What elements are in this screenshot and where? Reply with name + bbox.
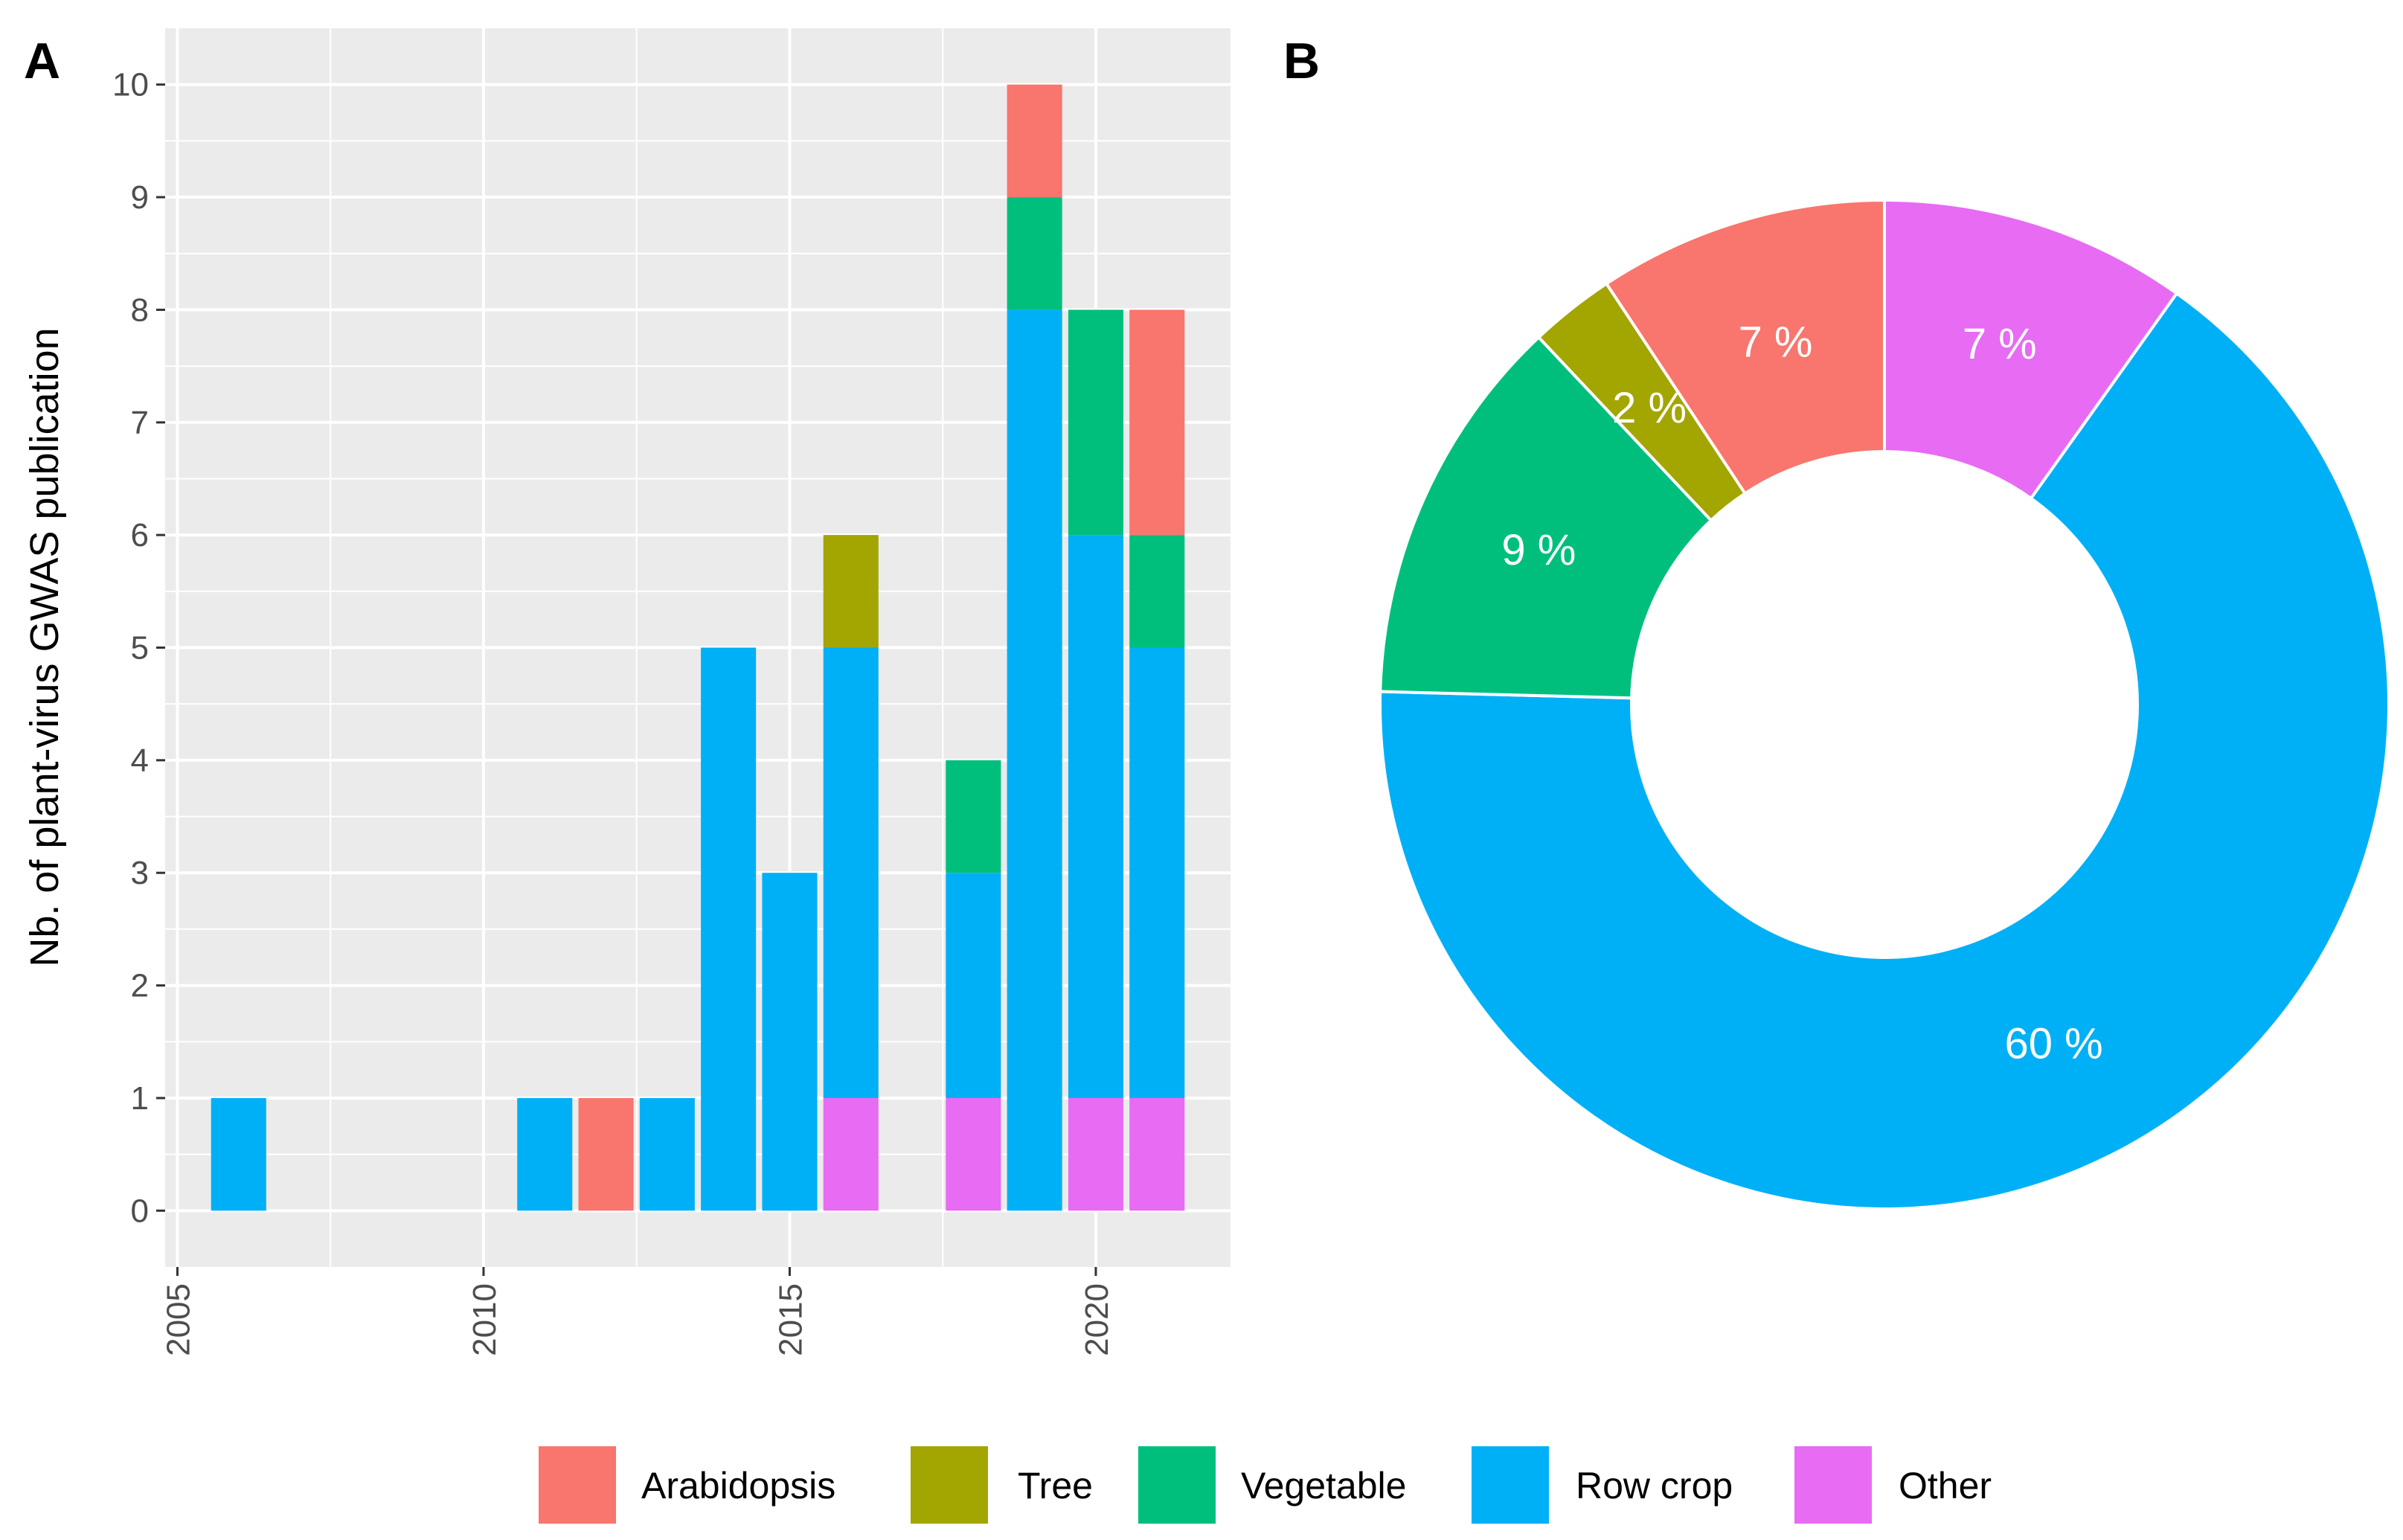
bar-segment-row-crop — [762, 873, 818, 1211]
bar-2014 — [701, 647, 757, 1211]
legend-swatch-tree — [911, 1446, 988, 1524]
bar-segment-tree — [823, 535, 879, 648]
y-tick-label: 2 — [131, 968, 149, 1004]
donut-slice-row-crop — [1379, 291, 2390, 1210]
x-tick-label: 2005 — [160, 1283, 196, 1356]
legend: Arabidopsis Tree Vegetable Row crop Othe… — [539, 1446, 1992, 1524]
bar-2012 — [578, 1097, 634, 1211]
legend-label-tree: Tree — [1018, 1465, 1093, 1507]
bar-segment-row-crop — [1007, 309, 1062, 1211]
x-tick-label: 2020 — [1079, 1283, 1115, 1356]
bar-segment-vegetable — [1129, 535, 1185, 648]
x-tick-label: 2010 — [466, 1283, 503, 1356]
bar-segment-arabidopsis — [578, 1097, 634, 1211]
legend-swatch-other — [1794, 1446, 1872, 1524]
bar-chart-panel: 0 1 2 3 4 5 6 7 8 9 10 2005 2010 2015 2020 Nb. of pla… — [22, 28, 1231, 1356]
legend-label-other: Other — [1899, 1465, 1992, 1507]
bar-2018 — [946, 760, 1001, 1211]
legend-swatch-arabidopsis — [539, 1446, 616, 1524]
bar-2011 — [517, 1097, 573, 1211]
bar-2016 — [823, 535, 879, 1211]
donut-label-arabidopsis: 7 % — [1739, 318, 1813, 367]
donut-slices — [1379, 198, 2390, 1210]
y-tick-label: 7 — [131, 405, 149, 441]
y-tick-label: 8 — [131, 292, 149, 328]
bar-segment-other — [1068, 1097, 1123, 1211]
bar-segment-other — [823, 1097, 879, 1211]
donut-label-tree: 2 % — [1612, 384, 1687, 432]
y-tick-label: 0 — [131, 1193, 149, 1229]
y-tick-label: 9 — [131, 179, 149, 216]
bar-segment-vegetable — [1068, 309, 1123, 536]
y-tick-label: 3 — [131, 855, 149, 891]
y-axis-title: Nb. of plant-virus GWAS publication — [22, 327, 67, 966]
bar-segment-row-crop — [823, 647, 879, 1098]
legend-swatch-row-crop — [1472, 1446, 1549, 1524]
bar-2015 — [762, 873, 818, 1211]
bar-2020 — [1068, 309, 1123, 1211]
bar-segment-vegetable — [1007, 197, 1062, 310]
y-tick-label: 10 — [112, 67, 149, 103]
y-tick-label: 6 — [131, 517, 149, 554]
donut-chart-panel: 7 % 60 % 9 % 2 % 7 % — [1379, 198, 2390, 1210]
bar-segment-other — [1129, 1097, 1185, 1211]
legend-label-arabidopsis: Arabidopsis — [641, 1465, 835, 1507]
y-tick-label: 5 — [131, 630, 149, 667]
bar-segment-row-crop — [517, 1097, 573, 1211]
bar-segment-row-crop — [1129, 647, 1185, 1098]
panel-label-a: A — [24, 33, 60, 89]
donut-label-other: 7 % — [1963, 320, 2037, 368]
bar-2021 — [1129, 309, 1185, 1211]
bar-segment-row-crop — [1068, 535, 1123, 1098]
bar-2013 — [639, 1097, 695, 1211]
y-axis-ticks: 0 1 2 3 4 5 6 7 8 9 10 — [112, 67, 165, 1229]
legend-label-row-crop: Row crop — [1576, 1465, 1733, 1507]
bar-2019 — [1007, 84, 1062, 1211]
panel-label-b: B — [1283, 33, 1320, 89]
legend-label-vegetable: Vegetable — [1241, 1465, 1406, 1507]
donut-slice-vegetable — [1379, 335, 1713, 700]
legend-swatch-vegetable — [1138, 1446, 1216, 1524]
donut-label-vegetable: 9 % — [1501, 526, 1576, 574]
bar-segment-row-crop — [946, 873, 1001, 1098]
bar-2006 — [211, 1097, 266, 1211]
y-tick-label: 1 — [131, 1080, 149, 1117]
donut-label-row-crop: 60 % — [2004, 1019, 2102, 1068]
bars — [211, 84, 1185, 1211]
bar-segment-row-crop — [701, 647, 757, 1211]
bar-segment-vegetable — [946, 760, 1001, 873]
x-tick-label: 2015 — [772, 1283, 809, 1356]
x-axis-ticks: 2005 2010 2015 2020 — [160, 1267, 1115, 1356]
bar-segment-other — [946, 1097, 1001, 1211]
bar-segment-row-crop — [639, 1097, 695, 1211]
donut-slice-other — [1883, 198, 2179, 501]
bar-segment-arabidopsis — [1007, 84, 1062, 198]
donut-labels: 7 % 60 % 9 % 2 % 7 % — [1501, 318, 2102, 1068]
bar-segment-row-crop — [211, 1097, 266, 1211]
bar-segment-arabidopsis — [1129, 309, 1185, 536]
y-tick-label: 4 — [131, 742, 149, 779]
donut-slice-arabidopsis — [1604, 198, 1886, 496]
